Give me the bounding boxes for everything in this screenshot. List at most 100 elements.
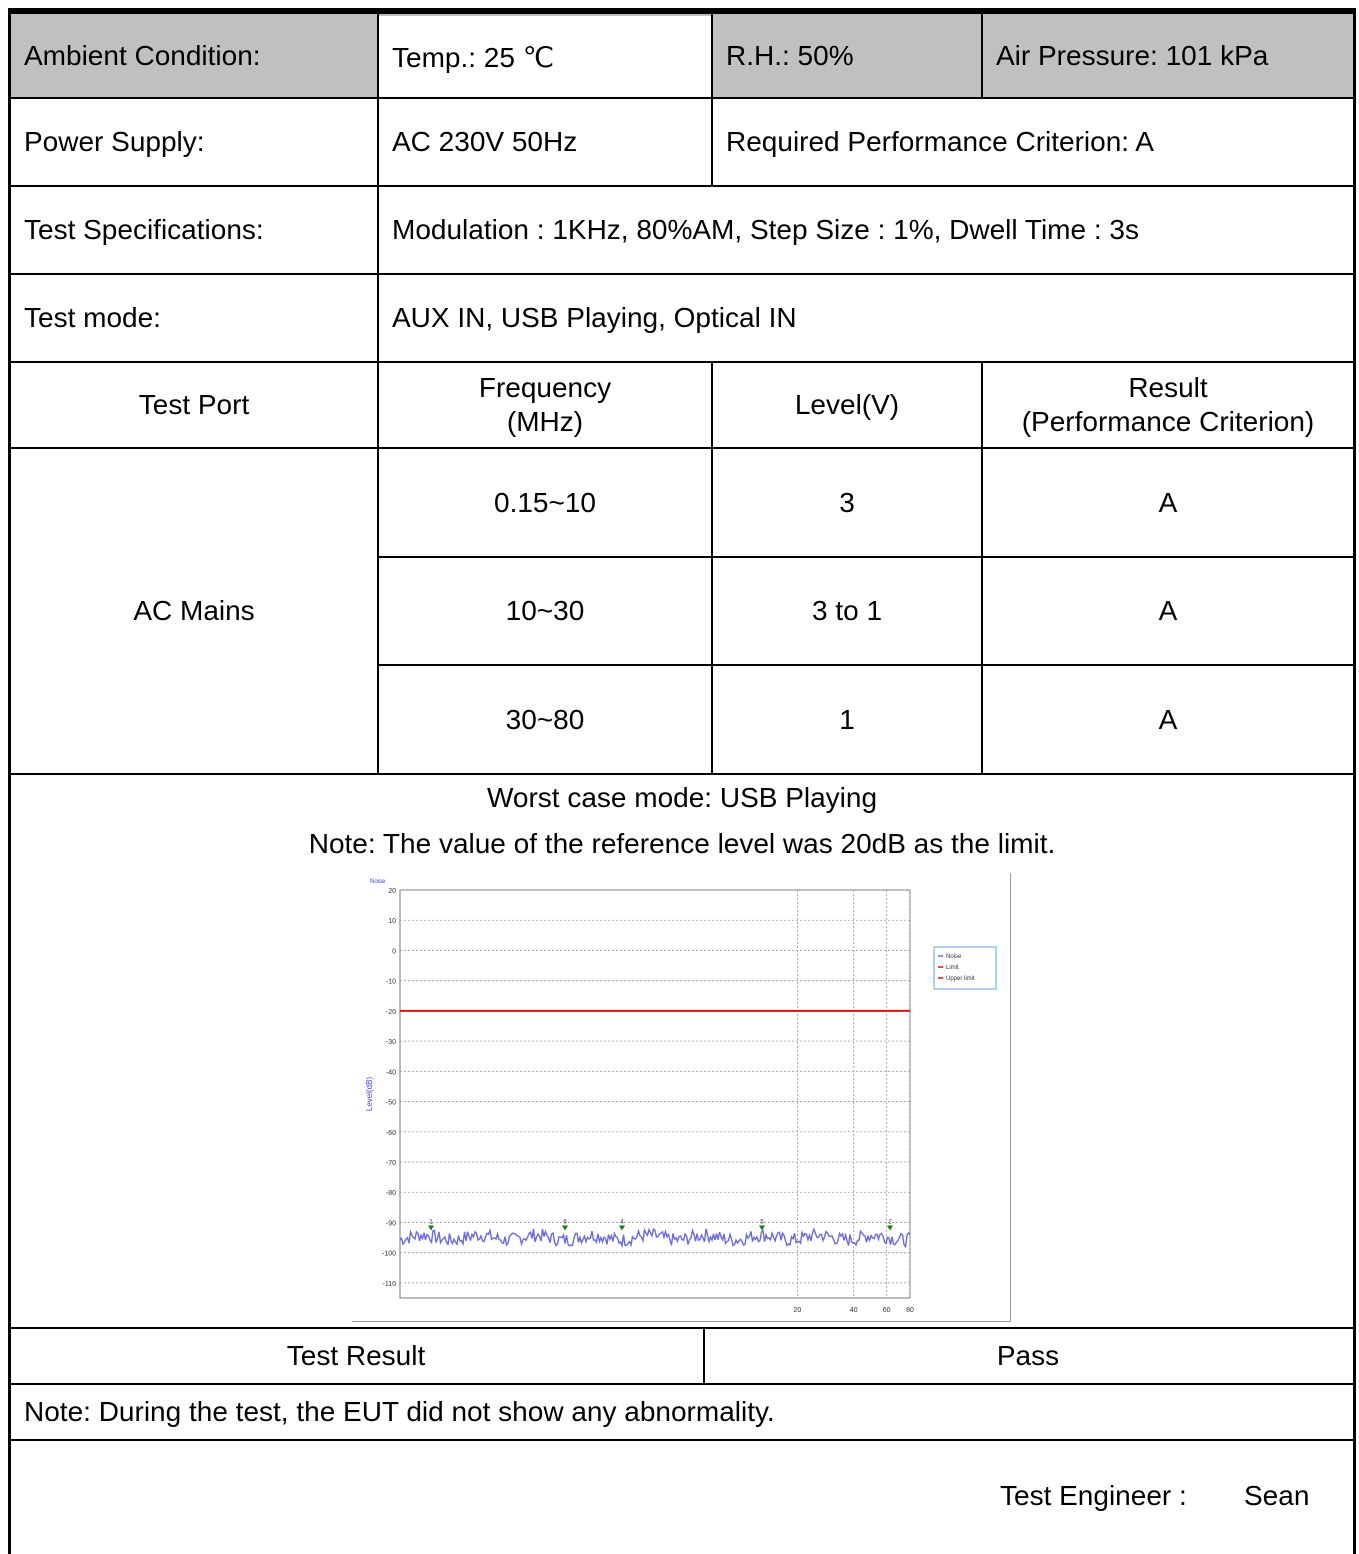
y-tick-label: 20 [388, 888, 396, 895]
header-result: Result (Performance Criterion) [982, 362, 1354, 448]
hline-1 [8, 97, 1356, 99]
x-tick-label: 60 [883, 1307, 891, 1314]
x-tick-label: 20 [794, 1307, 802, 1314]
hline-5 [8, 447, 1356, 449]
row2-result: A [1158, 595, 1178, 626]
legend-entry: Noise [946, 954, 962, 960]
y-tick-label: -20 [386, 1009, 396, 1016]
row3-freq: 30~80 [505, 703, 585, 735]
y-tick-label: 10 [388, 918, 396, 925]
vline-2b [711, 361, 713, 774]
peak-marker-label: 6 [563, 1219, 567, 1225]
spec-row: Test Specifications: Modulation : 1KHz, … [10, 186, 1354, 274]
hline-2 [8, 185, 1356, 187]
mode-row: Test mode: AUX IN, USB Playing, Optical … [10, 274, 1354, 362]
peak-marker [428, 1225, 434, 1231]
plot-area [399, 889, 911, 1299]
y-tick-label: -110 [383, 1281, 397, 1288]
peak-marker [887, 1225, 893, 1231]
header-frequency-line1: Frequency [478, 372, 612, 403]
header-port: Test Port [138, 389, 250, 420]
legend-entry: Upper limit [946, 976, 975, 982]
noise-chart: 20 10 0 -10 -20 -30 -40 -50 -60 -70 -80 -90 -100 -110… [352, 873, 1011, 1322]
table-header-row: Test Port Frequency (MHz) Level(V) Resul… [10, 362, 1354, 448]
vline-3b [981, 361, 983, 774]
y-tick-label: -40 [386, 1069, 396, 1076]
hline-3 [8, 273, 1356, 275]
pressure-cell: Air Pressure: 101 kPa [996, 40, 1269, 71]
y-tick-label: -50 [386, 1100, 396, 1107]
peak-marker-label: 4 [620, 1219, 624, 1225]
spec-label: Test Specifications: [24, 214, 264, 245]
x-tick-label: 40 [850, 1307, 858, 1314]
result-row: Test Result Pass [10, 1328, 1354, 1384]
y-tick-label: 0 [392, 948, 396, 955]
vline-result [703, 1327, 705, 1384]
y-tick-label: -90 [386, 1220, 396, 1227]
power-row: Power Supply: AC 230V 50Hz Required Perf… [10, 98, 1354, 186]
peak-marker-label: 1 [429, 1219, 433, 1225]
peak-marker [562, 1225, 568, 1231]
hline-8 [8, 773, 1356, 775]
vline-1 [377, 8, 379, 774]
right-border [1353, 8, 1356, 1554]
eut-note-row: Note: During the test, the EUT did not s… [10, 1384, 1354, 1440]
row2-freq: 10~30 [505, 595, 585, 626]
header-result-line1: Result [1128, 372, 1208, 403]
ambient-row: Ambient Condition: Temp.: 25 ℃ R.H.: 50%… [10, 14, 1354, 98]
y-tick-label: -100 [382, 1251, 396, 1258]
x-tick-label: 80 [906, 1307, 914, 1314]
data-block: AC Mains 0.15~10 3 A 10~30 3 to 1 A 30~8… [10, 448, 1354, 774]
y-tick-label: -60 [386, 1130, 396, 1137]
legend-entry: Limit [946, 965, 959, 971]
peak-marker-label: 5 [760, 1219, 764, 1225]
y-tick-label: -80 [386, 1190, 396, 1197]
hline-4 [8, 361, 1356, 363]
vline-3a [981, 8, 983, 98]
row1-freq: 0.15~10 [494, 486, 596, 518]
mode-value: AUX IN, USB Playing, Optical IN [392, 302, 797, 333]
power-value: AC 230V 50Hz [392, 126, 578, 157]
engineer-label: Test Engineer : [1000, 1480, 1187, 1511]
y-tick-label: -30 [386, 1039, 396, 1046]
left-border [8, 8, 11, 1554]
rh-cell: R.H.: 50% [726, 40, 854, 71]
row3-level: 1 [839, 703, 855, 735]
row1-level: 3 [839, 486, 855, 518]
header-result-line2: (Performance Criterion) [1021, 406, 1315, 437]
y-axis-label: Level(dB) [365, 1077, 374, 1112]
hline-6 [378, 556, 1356, 558]
worst-case-text: Worst case mode: USB Playing [486, 782, 878, 813]
reference-note: Note: The value of the reference level w… [308, 828, 1056, 859]
row3-result: A [1158, 703, 1178, 735]
row1-result: A [1158, 486, 1178, 518]
header-frequency-line2: (MHz) [506, 406, 584, 437]
noise-series-line [399, 1227, 911, 1249]
eut-note: Note: During the test, the EUT did not s… [24, 1396, 775, 1427]
hline-10 [8, 1383, 1356, 1385]
chart-title: Noise [370, 879, 386, 885]
criterion-cell: Required Performance Criterion: A [726, 126, 1154, 157]
row2-level: 3 to 1 [811, 595, 883, 626]
legend-box [933, 946, 997, 990]
chart-svg: 20 10 0 -10 -20 -30 -40 -50 -60 -70 -80 -90 -100 -110… [365, 879, 997, 1314]
peak-marker-label: 2 [888, 1219, 892, 1225]
peak-marker [619, 1225, 625, 1231]
temp-cell: Temp.: 25 ℃ [378, 16, 712, 98]
peak-marker [759, 1225, 765, 1231]
hline-7 [378, 664, 1356, 666]
header-frequency: Frequency (MHz) [378, 362, 712, 448]
vline-2a [711, 8, 713, 186]
y-tick-label: -10 [386, 979, 396, 986]
hline-9 [8, 1327, 1356, 1329]
header-level: Level(V) [794, 389, 900, 420]
result-label: Test Result [286, 1340, 426, 1371]
port-cell: AC Mains [133, 595, 255, 626]
hline-11 [8, 1439, 1356, 1441]
power-label: Power Supply: [24, 126, 205, 157]
ambient-label: Ambient Condition: [24, 40, 261, 71]
y-tick-label: -70 [386, 1160, 396, 1167]
spec-value: Modulation : 1KHz, 80%AM, Step Size : 1%… [392, 214, 1139, 245]
top-border [8, 8, 1356, 14]
